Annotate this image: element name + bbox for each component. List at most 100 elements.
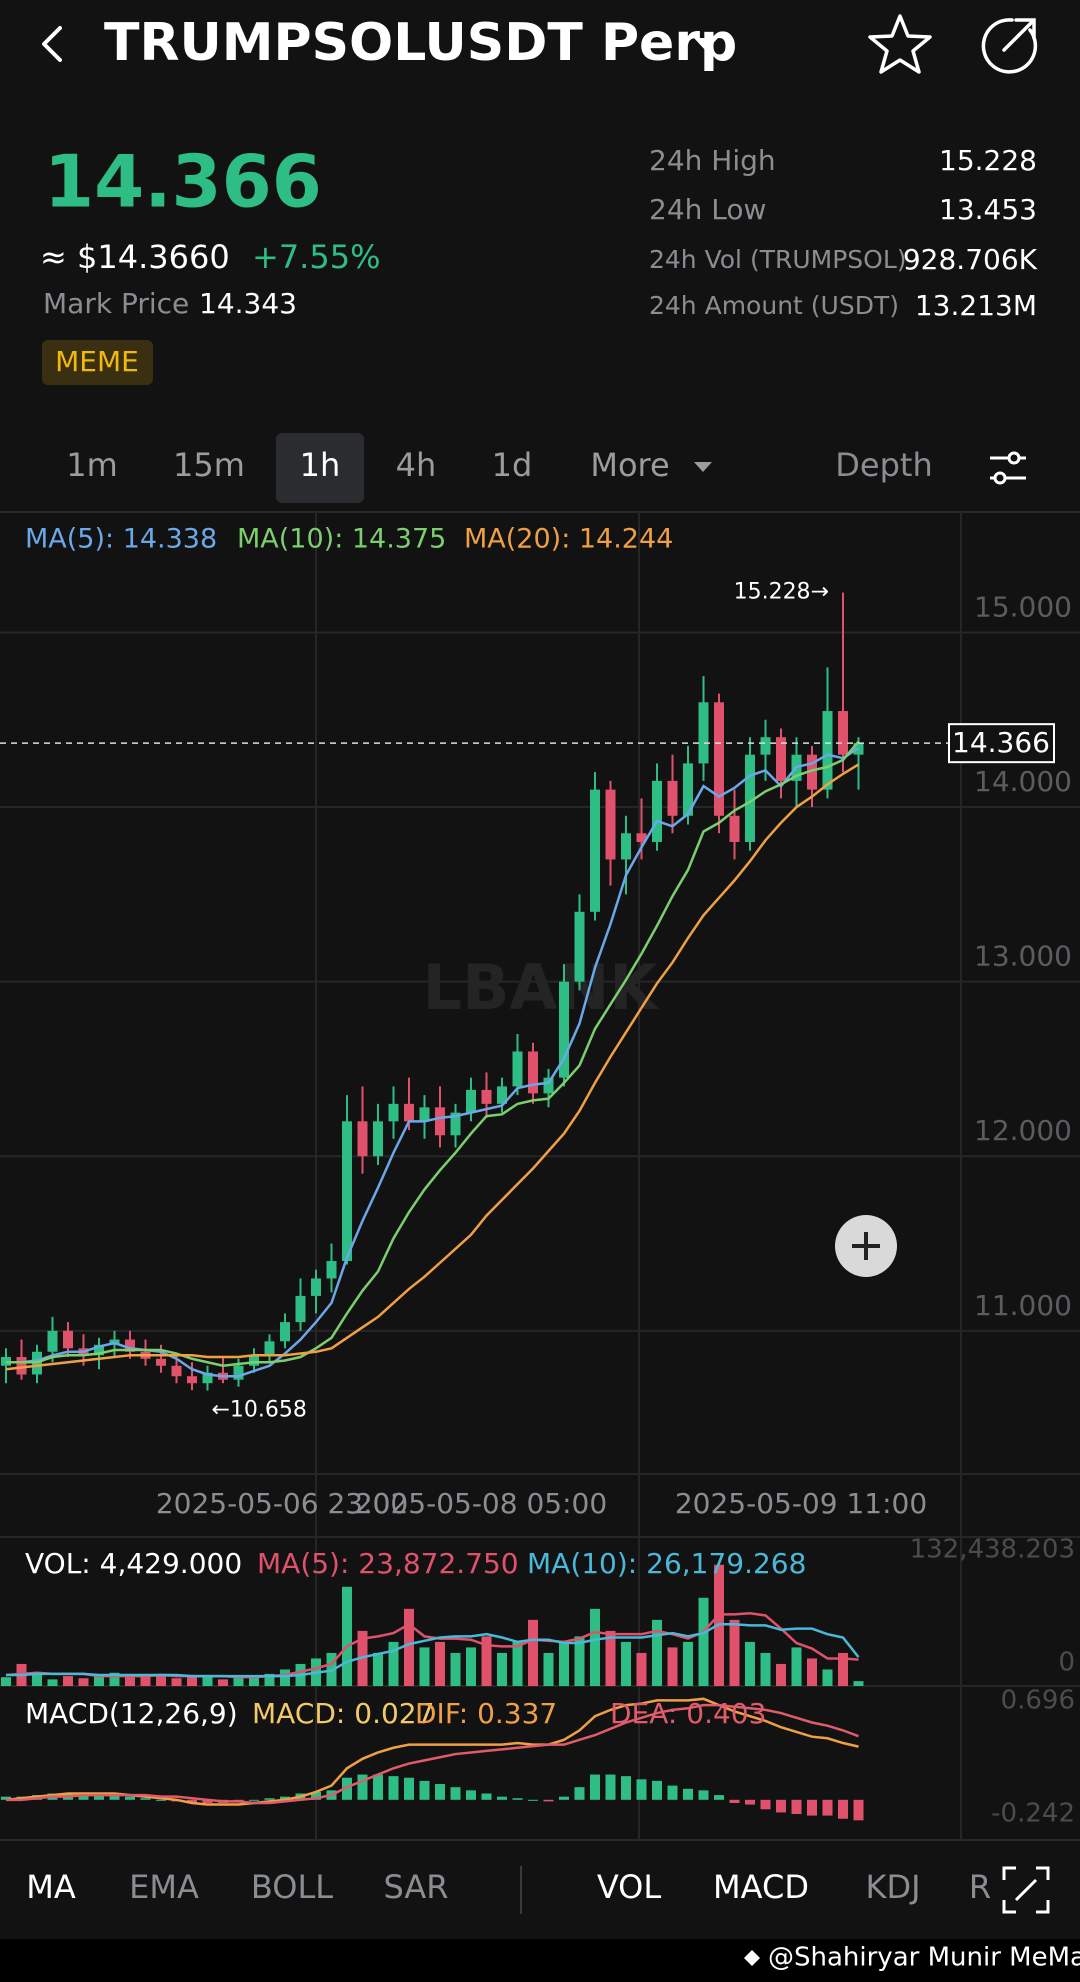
volume-bar (171, 1678, 182, 1686)
timeframe-tab[interactable]: More (590, 446, 669, 484)
volume-bar (838, 1652, 848, 1686)
timeframe-tab[interactable]: 15m (173, 446, 245, 484)
ma-line (5, 763, 860, 1371)
more-dropdown[interactable] (694, 462, 712, 472)
candle-body (760, 737, 771, 755)
macd-bar (698, 1790, 709, 1800)
candle-body (63, 1330, 73, 1349)
volume-title: VOL: 4,429.000 (25, 1547, 242, 1580)
candle-body (683, 763, 693, 816)
add-button[interactable] (835, 1215, 897, 1277)
candle-body (388, 1103, 399, 1122)
x-tick-label: 2025-05-06 23:00 (156, 1487, 408, 1520)
volume-bar (94, 1674, 104, 1686)
volume-bar (450, 1652, 461, 1686)
volume-bar (729, 1619, 740, 1686)
volume-bar (528, 1619, 538, 1686)
main-indicator-tab[interactable]: MA (26, 1868, 76, 1906)
volume-bar (512, 1641, 523, 1686)
candle-body (698, 702, 709, 764)
macd-bar (78, 1795, 89, 1800)
macd-bar (822, 1799, 833, 1816)
favorite-button[interactable] (868, 14, 932, 74)
macd-bar (776, 1799, 786, 1813)
active-tab-background (276, 433, 364, 503)
stat-value: 13.213M (915, 289, 1037, 322)
pair-title[interactable]: TRUMPSOLUSDT Perp (104, 13, 737, 73)
candle-body (16, 1357, 27, 1375)
stat-value: 15.228 (939, 144, 1037, 177)
legend-entry: MA(10): 26,179.268 (527, 1547, 806, 1580)
footer (0, 1939, 1080, 1982)
candle-body (574, 911, 585, 982)
sub-indicator-tab[interactable]: R (969, 1868, 991, 1906)
macd-bar (357, 1774, 368, 1800)
pair-dropdown[interactable] (694, 38, 718, 51)
back-button[interactable] (42, 26, 62, 62)
share-button[interactable] (981, 18, 1038, 74)
macd-bar (280, 1796, 290, 1800)
volume-bar (791, 1647, 802, 1686)
macd-bar (435, 1784, 445, 1800)
sub-indicator-tab[interactable]: KDJ (865, 1868, 920, 1906)
candle-body (187, 1376, 197, 1384)
macd-bar (388, 1776, 399, 1800)
volume-bar (233, 1677, 244, 1686)
grid: 15.000 14.000 13.000 12.000 11.000 2025-05-06… (0, 512, 1080, 1840)
volume-bar (264, 1673, 275, 1686)
candle-body (466, 1089, 476, 1113)
volume-bar (853, 1681, 864, 1686)
candle-body (404, 1103, 414, 1122)
macd-bar (667, 1785, 678, 1800)
volume-bar (698, 1597, 709, 1686)
share-arrow (1002, 20, 1034, 52)
candle-body (481, 1089, 492, 1104)
candle-body (47, 1330, 58, 1352)
volume-bar (63, 1676, 73, 1686)
sub-indicator-tab[interactable]: MACD (713, 1868, 809, 1906)
macd-bar (466, 1790, 476, 1800)
legend-entry: DEA: 0.403 (610, 1697, 766, 1730)
legend-entry: MA(20): 14.244 (464, 524, 673, 555)
timeframe-tab[interactable]: 1d (492, 446, 533, 484)
y-tick-label: 11.000 (974, 1289, 1072, 1322)
macd-bar (760, 1799, 771, 1810)
volume-bar (497, 1652, 507, 1686)
volume-bar (404, 1608, 414, 1686)
depth-tab[interactable]: Depth (835, 446, 932, 484)
volume-bar (559, 1641, 569, 1686)
logo-diamond (744, 1950, 760, 1966)
timeframe-tab[interactable]: 1m (66, 446, 118, 484)
candle-body (605, 789, 616, 860)
ma-line (6, 740, 860, 1368)
macd-bar (125, 1796, 135, 1800)
volume-bar (78, 1678, 89, 1686)
volume-bar (218, 1679, 228, 1686)
stat-value: 13.453 (939, 193, 1037, 226)
candle-body (156, 1358, 166, 1366)
volume-bar (683, 1641, 693, 1686)
timeframe-tab[interactable]: 4h (396, 446, 437, 484)
macd-bar (559, 1796, 569, 1800)
main-indicator-tab[interactable]: SAR (383, 1868, 448, 1906)
stat-value: 928.706K (903, 243, 1038, 276)
tag-badge[interactable] (42, 340, 153, 385)
macd-bar (156, 1799, 166, 1801)
high-annotation: 15.228→ (734, 580, 829, 605)
volume-bar (466, 1647, 476, 1686)
chart-settings-button[interactable] (990, 451, 1026, 485)
main-indicator-tab[interactable]: BOLL (251, 1868, 333, 1906)
x-tick-label: 2025-05-09 11:00 (675, 1487, 927, 1520)
last-price: 14.366 (44, 140, 322, 224)
macd-bar (419, 1780, 430, 1800)
legend: MA(5): 14.338 MA(10): 14.375 MA(20): 14.24… (25, 524, 806, 1731)
timeframe-tab[interactable]: 1h (300, 446, 341, 484)
macd-bar (621, 1776, 631, 1800)
macd-bar (264, 1798, 275, 1800)
main-indicator-tab[interactable]: EMA (129, 1868, 199, 1906)
candle-body (543, 1077, 554, 1094)
macd-bar (636, 1779, 647, 1800)
volume-bar (543, 1652, 554, 1686)
candle-body (838, 711, 848, 755)
sub-indicator-tab[interactable]: VOL (597, 1868, 662, 1906)
